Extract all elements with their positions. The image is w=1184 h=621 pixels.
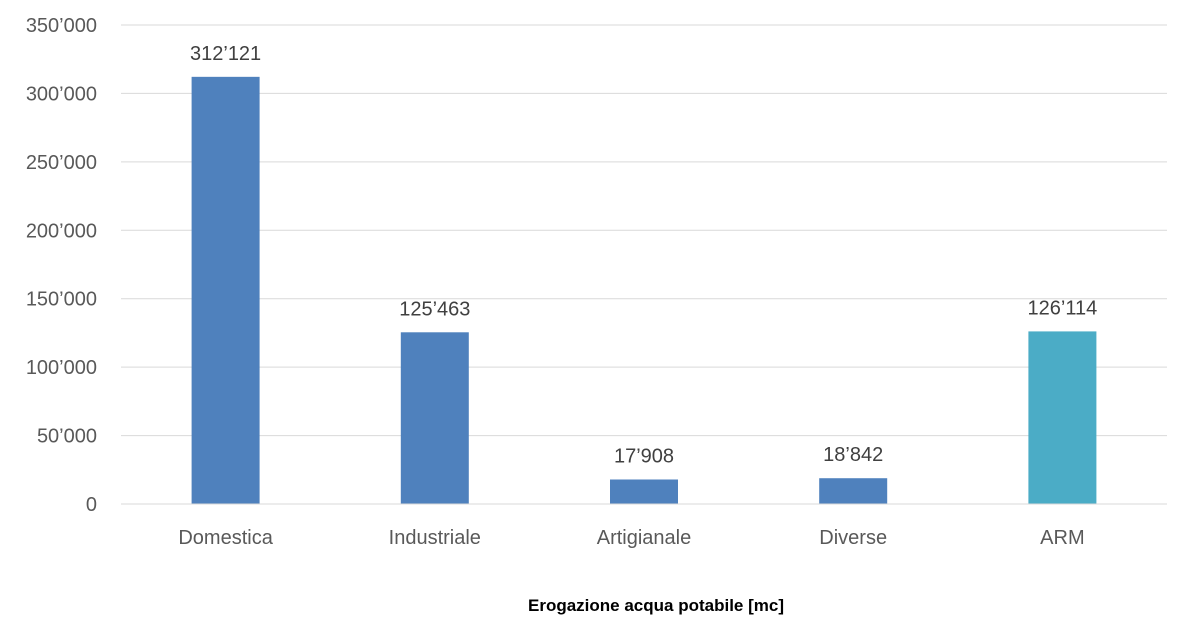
data-label: 126’114 xyxy=(1028,297,1098,319)
y-tick-label: 50’000 xyxy=(37,426,97,448)
data-label: 17’908 xyxy=(614,445,674,467)
bar-arm xyxy=(1028,331,1097,504)
bar-diverse xyxy=(819,478,888,504)
y-tick-label: 200’000 xyxy=(26,220,97,242)
data-label: 312’121 xyxy=(190,43,261,65)
bar-industriale xyxy=(400,332,469,504)
x-tick-label: Artigianale xyxy=(597,527,692,549)
bars xyxy=(191,76,1097,504)
y-axis-tick-labels: 0 50’000 100’000 150’000 200’000 250’000 300’0… xyxy=(26,15,97,516)
x-tick-label: Industriale xyxy=(389,527,481,549)
data-labels: 312’121 125’463 17’908 18’842 126’114 xyxy=(190,43,1097,468)
y-tick-label: 100’000 xyxy=(26,357,97,379)
x-tick-label: Diverse xyxy=(819,527,887,549)
bar-domestica xyxy=(191,76,260,504)
y-tick-label: 0 xyxy=(86,494,97,516)
bar-artigianale xyxy=(610,479,678,504)
y-tick-label: 300’000 xyxy=(26,83,97,105)
x-tick-label: ARM xyxy=(1040,527,1084,549)
y-tick-label: 150’000 xyxy=(26,289,97,311)
x-tick-label: Domestica xyxy=(178,527,273,549)
y-tick-label: 350’000 xyxy=(26,15,97,37)
data-label: 125’463 xyxy=(399,298,470,320)
data-label: 18’842 xyxy=(823,444,883,466)
x-axis-tick-labels: Domestica Industriale Artigianale Diverse AR… xyxy=(178,527,1084,549)
chart-title: Erogazione acqua potabile [mc] xyxy=(528,596,784,615)
gridlines xyxy=(121,24,1167,437)
y-tick-label: 250’000 xyxy=(26,152,97,174)
